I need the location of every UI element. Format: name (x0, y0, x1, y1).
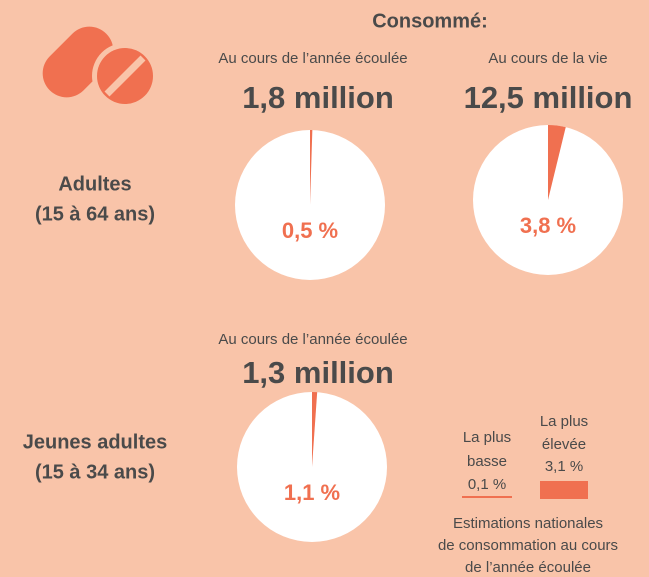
note: Estimations nationales (453, 515, 603, 532)
pie-slice (548, 125, 566, 200)
group-label: Jeunes adultes (23, 431, 168, 453)
group-label: Adultes (58, 173, 131, 195)
note: de consommation au cours (438, 537, 618, 554)
legend-label: La plus (463, 429, 511, 446)
slice-label: 3,8 % (520, 213, 576, 238)
period: Au cours de l’année écoulée (218, 331, 407, 348)
pie-slice (312, 391, 318, 467)
count: 12,5 million (464, 80, 633, 115)
count: 1,3 million (242, 355, 394, 390)
legend-mark (540, 481, 588, 499)
legend-label: La plus (540, 413, 588, 430)
group-label: (15 à 64 ans) (35, 203, 155, 225)
period: Au cours de l’année écoulée (218, 50, 407, 67)
note: de l’année écoulée (465, 559, 591, 576)
slice-label: 1,1 % (284, 480, 340, 505)
slice-label: 0,5 % (282, 218, 338, 243)
legend-value: 3,1 % (545, 458, 583, 475)
period: Au cours de la vie (488, 50, 607, 67)
group-label: (15 à 34 ans) (35, 461, 155, 483)
pill-icon (42, 26, 158, 109)
count: 1,8 million (242, 80, 394, 115)
legend-label: élevée (542, 436, 586, 453)
pie-slice (310, 130, 313, 205)
title: Consommé: (372, 10, 488, 32)
legend-value: 0,1 % (468, 476, 506, 493)
legend-label: basse (467, 453, 507, 470)
